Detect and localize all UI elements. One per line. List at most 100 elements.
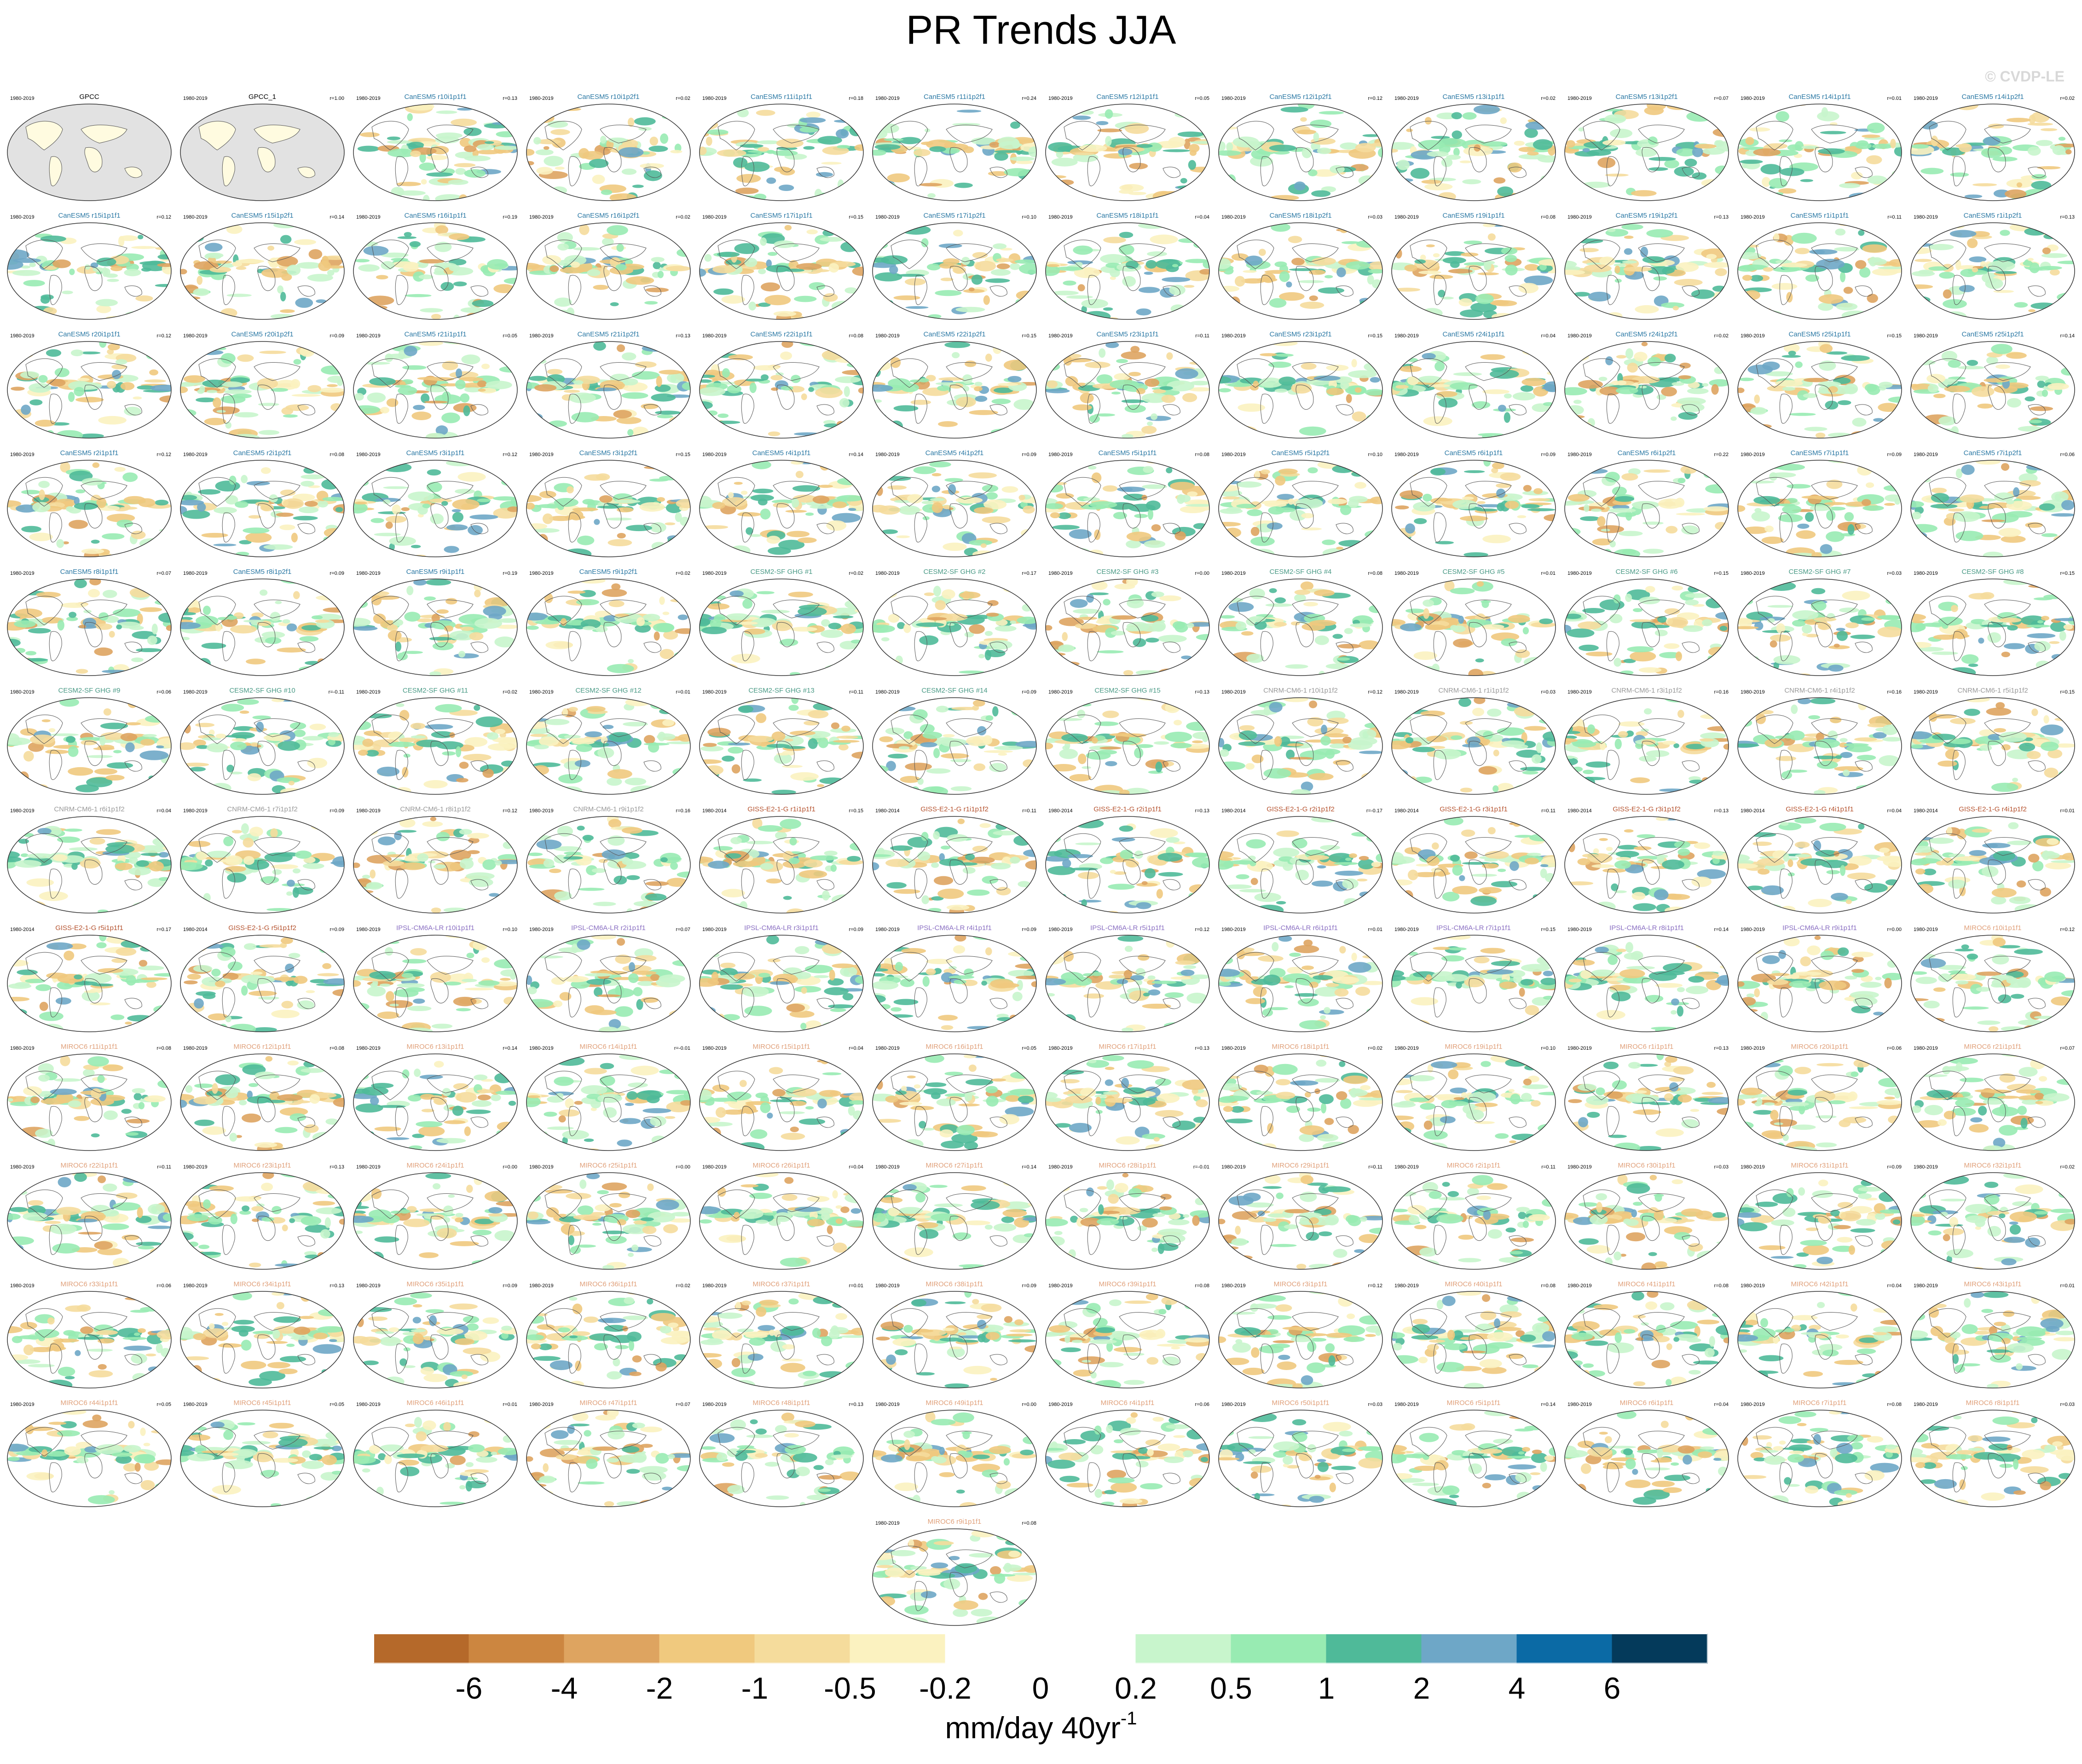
trend-blob: [1842, 590, 1870, 601]
trend-blob: [74, 579, 87, 588]
trend-map: [353, 104, 518, 201]
trend-blob: [1755, 670, 1762, 676]
coastline: [891, 358, 928, 388]
trend-blob: [1133, 638, 1146, 647]
coastline: [1638, 125, 1685, 144]
trend-blob: [1078, 145, 1107, 152]
trend-blob: [243, 619, 264, 623]
coastline: [816, 285, 834, 297]
trend-blob: [1481, 141, 1508, 147]
trend-blob: [788, 260, 799, 271]
panel-pattern-correlation: r=0.19: [503, 214, 518, 220]
trend-blob: [1423, 608, 1429, 619]
trend-blob: [935, 600, 946, 610]
page-title: PR Trends JJA: [906, 7, 1176, 52]
panel-title: CESM2-SF GHG #1: [750, 568, 813, 576]
map-outline: [1045, 104, 1210, 201]
coastline: [1295, 384, 1314, 410]
trend-blob: [1459, 160, 1472, 163]
trend-blob: [1265, 603, 1293, 607]
trend-blob: [1458, 615, 1464, 624]
trend-blob: [1418, 316, 1441, 319]
trend-blob: [1147, 251, 1167, 257]
trend-blob: [1862, 499, 1871, 506]
trend-blob: [1250, 385, 1259, 391]
trend-blob: [1648, 167, 1668, 171]
trend-blob: [973, 507, 994, 514]
trend-blob: [1939, 272, 1955, 279]
trend-blob: [1336, 267, 1346, 278]
trend-blob: [1492, 300, 1517, 307]
trend-blob: [1706, 254, 1717, 260]
panel-title: CanESM5 r14i1p1f1: [1788, 93, 1851, 101]
trend-blob: [274, 380, 299, 390]
trend-blob: [1473, 104, 1500, 115]
coastline: [49, 393, 62, 424]
trend-blob: [1855, 260, 1867, 269]
trend-blob: [1438, 289, 1446, 298]
trend-blob: [307, 223, 324, 231]
trend-blob: [20, 265, 31, 269]
trend-blob: [1686, 104, 1715, 110]
trend-blob: [1749, 127, 1770, 132]
trend-map: [1045, 578, 1210, 676]
trend-blob: [1188, 387, 1209, 392]
trend-blob: [1016, 591, 1032, 597]
map-panel: 1980-2019 GPCC_1 r=1.00: [177, 88, 348, 203]
coastline: [1509, 523, 1527, 534]
map-outline: [1737, 104, 1902, 201]
trend-blob: [466, 312, 486, 319]
map-outline: [1218, 578, 1383, 676]
trend-blob: [1571, 177, 1577, 185]
trend-blob: [1745, 197, 1758, 201]
trend-blob: [1878, 403, 1899, 412]
trend-blob: [974, 382, 983, 386]
coastline: [1756, 596, 1793, 625]
trend-blob: [1616, 512, 1637, 517]
trend-blob: [1337, 643, 1361, 649]
trend-blob: [1340, 142, 1358, 150]
coastline: [84, 384, 103, 410]
map-panel: 1980-2019 CESM2-SF GHG #10 r=-0.11: [177, 682, 348, 797]
panel-pattern-correlation: r=0.02: [676, 571, 691, 576]
trend-blob: [1219, 174, 1230, 185]
trend-blob: [105, 775, 125, 781]
trend-blob: [1300, 117, 1307, 122]
trend-blob: [422, 503, 431, 509]
trend-blob: [985, 353, 992, 362]
trend-blob: [1633, 501, 1655, 509]
panel-title: CanESM5 r10i1p1f1: [404, 93, 467, 101]
trend-blob: [417, 376, 445, 380]
trend-blob: [1598, 376, 1608, 382]
trend-blob: [1059, 196, 1079, 200]
trend-blob: [1817, 148, 1845, 155]
trend-blob: [993, 388, 1013, 393]
trend-blob: [1565, 540, 1571, 550]
trend-blob: [1678, 375, 1691, 380]
trend-blob: [215, 734, 226, 739]
trend-blob: [761, 374, 769, 381]
trend-blob: [983, 499, 1007, 509]
trend-blob: [1967, 238, 1978, 249]
trend-blob: [885, 584, 905, 590]
map-panel: 1980-2019 CanESM5 r4i1p2f1 r=0.09: [869, 445, 1040, 560]
trend-blob: [1481, 624, 1504, 630]
trend-blob: [1810, 505, 1832, 511]
trend-blob: [1450, 382, 1478, 390]
trend-blob: [112, 370, 121, 379]
trend-blob: [1783, 343, 1800, 353]
map-outline: [353, 222, 518, 320]
trend-blob: [853, 297, 863, 301]
trend-blob: [956, 110, 982, 113]
trend-blob: [1647, 357, 1661, 366]
trend-map: [699, 222, 864, 320]
panel-pattern-correlation: r=0.13: [676, 333, 691, 339]
trend-map: [180, 578, 345, 676]
trend-blob: [1303, 601, 1319, 607]
trend-blob: [135, 345, 151, 348]
trend-blob: [1522, 627, 1529, 635]
trend-blob: [458, 377, 484, 382]
trend-blob: [381, 261, 395, 270]
trend-blob: [226, 294, 252, 297]
trend-blob: [1988, 123, 2004, 129]
